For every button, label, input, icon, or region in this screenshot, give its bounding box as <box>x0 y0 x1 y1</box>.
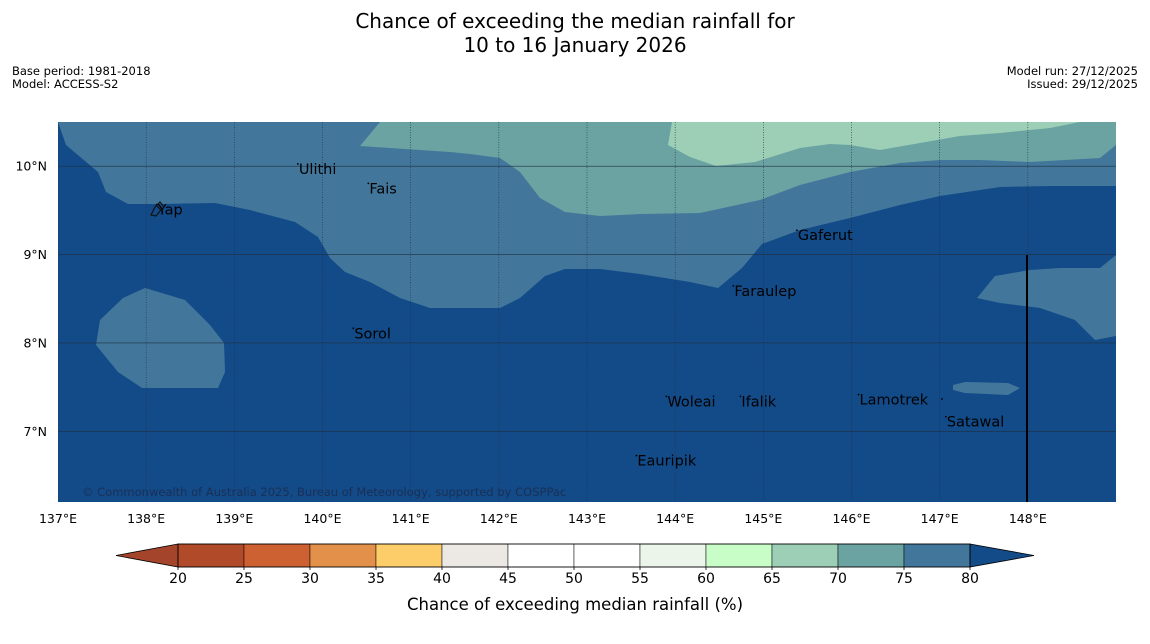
lon-tick-label: 138°E <box>127 511 165 526</box>
yap-island-outline <box>150 201 165 217</box>
colorbar-tick-label: 60 <box>697 571 715 587</box>
band-75-80-west <box>96 288 225 388</box>
place-label: Ulithi <box>299 162 337 178</box>
lon-tick-label: 140°E <box>303 511 341 526</box>
colorbar-label: Chance of exceeding median rainfall (%) <box>407 595 743 614</box>
colorbar-tick-label: 55 <box>631 571 649 587</box>
band-65-70 <box>668 122 1080 166</box>
colorbar-segment <box>771 543 839 568</box>
island-dot <box>367 182 370 185</box>
lon-tick-label: 142°E <box>480 511 518 526</box>
lat-tick-label: 9°N <box>23 247 47 262</box>
title-line-2: 10 to 16 January 2026 <box>463 33 687 57</box>
map-title: Chance of exceeding the median rainfall … <box>0 9 1150 57</box>
colorbar-segment <box>573 543 641 568</box>
colorbar-segment <box>705 543 773 568</box>
lon-tick-label: 143°E <box>568 511 606 526</box>
colorbar-segment <box>639 543 707 568</box>
island-dot <box>732 285 735 287</box>
band-75-80-small <box>953 382 1020 395</box>
colorbar-tick-label: 70 <box>829 571 847 587</box>
meta-left: Base period: 1981-2018 Model: ACCESS-S2 <box>12 65 151 91</box>
colorbar-tick-label: 25 <box>235 571 253 587</box>
place-label: Lamotrek <box>860 393 929 409</box>
colorbar-segment <box>441 543 509 568</box>
axis-labels: 137°E 138°E 139°E 140°E 141°E 142°E 143°E 144°E… <box>15 159 1046 526</box>
colorbar-segment <box>903 543 971 568</box>
colorbar-tick-label: 80 <box>961 571 979 587</box>
place-labels: UlithiFaisYapGaferutFaraulepSorolLamotre… <box>157 162 1005 470</box>
lon-tick-label: 141°E <box>392 511 430 526</box>
place-label: Ifalik <box>741 394 776 410</box>
place-label: Fais <box>369 181 396 197</box>
map-gridlines <box>58 122 1116 502</box>
model-name: Model: ACCESS-S2 <box>12 77 119 91</box>
place-label: Satawal <box>947 415 1004 431</box>
island-dot <box>352 327 355 330</box>
place-label: Woleai <box>667 394 715 410</box>
issued-date: Issued: 29/12/2025 <box>1027 77 1138 91</box>
island-dot <box>739 395 742 398</box>
island-dot <box>665 395 668 398</box>
colorbar-tick-label: 75 <box>895 571 913 587</box>
place-label: Faraulep <box>734 284 796 300</box>
colorbar-segment <box>507 543 575 568</box>
lon-tick-label: 145°E <box>744 511 782 526</box>
colorbar-tick-label: 40 <box>433 571 451 587</box>
colorbar-extend-low <box>115 543 179 568</box>
island-dot <box>635 454 638 457</box>
colorbar-tick-label: 35 <box>367 571 385 587</box>
colorbar-segment <box>375 543 443 568</box>
lon-tick-label: 147°E <box>921 511 959 526</box>
lat-tick-label: 7°N <box>23 424 47 439</box>
island-dot <box>795 229 798 232</box>
colorbar-tick-label: 65 <box>763 571 781 587</box>
lon-tick-label: 137°E <box>39 511 77 526</box>
colorbar-segment <box>177 543 245 568</box>
colorbar-extend-high <box>969 543 1035 568</box>
colorbar-tick-label: 30 <box>301 571 319 587</box>
colorbar-segment <box>837 543 905 568</box>
island-dot <box>296 163 299 165</box>
island-dot <box>941 398 943 400</box>
band-75-80-east <box>977 255 1116 340</box>
lat-tick-label: 8°N <box>23 335 47 350</box>
meta-right: Model run: 27/12/2025 Issued: 29/12/2025 <box>1007 65 1138 91</box>
colorbar-segment <box>309 543 377 568</box>
place-label: Gaferut <box>798 228 853 244</box>
colorbar-tick-label: 20 <box>169 571 187 587</box>
colorbar-tick-label: 50 <box>565 571 583 587</box>
colorbar-segment <box>243 543 311 568</box>
lon-tick-label: 139°E <box>215 511 253 526</box>
lon-tick-label: 144°E <box>656 511 694 526</box>
model-run: Model run: 27/12/2025 <box>1006 64 1138 78</box>
map-panel: UlithiFaisYapGaferutFaraulepSorolLamotre… <box>58 122 1116 502</box>
place-label: Eauripik <box>637 454 696 470</box>
lon-tick-label: 148°E <box>1009 511 1047 526</box>
island-dot <box>944 415 947 418</box>
place-label: Sorol <box>354 326 391 342</box>
island-dot <box>857 393 860 396</box>
title-line-1: Chance of exceeding the median rainfall … <box>355 9 795 33</box>
lon-tick-label: 146°E <box>832 511 870 526</box>
colorbar-tick-label: 45 <box>499 571 517 587</box>
lat-tick-label: 10°N <box>15 159 47 174</box>
band-70-75 <box>360 122 1116 216</box>
copyright-text: © Commonwealth of Australia 2025, Bureau… <box>82 485 566 499</box>
base-period: Base period: 1981-2018 <box>12 64 151 78</box>
colorbar: 20 25 30 35 40 45 50 55 60 65 70 75 80 <box>115 543 1035 587</box>
